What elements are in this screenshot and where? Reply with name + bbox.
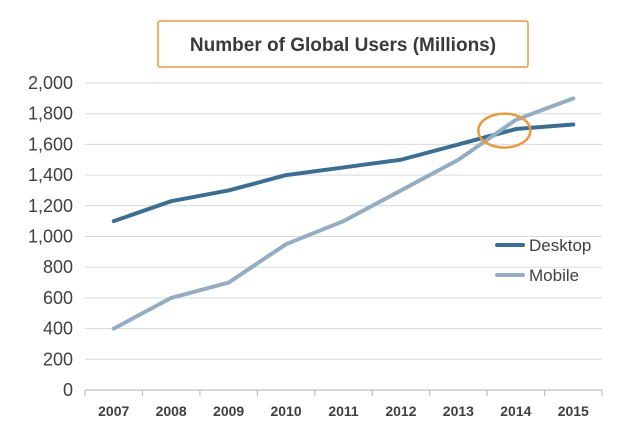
legend-label-desktop: Desktop — [529, 236, 591, 255]
y-tick-label: 400 — [43, 319, 73, 339]
y-axis-ticks: 0 200 400 600 800 1,000 1,200 1,400 1,600 1,800 2,… — [28, 73, 73, 400]
series-lines — [111, 96, 576, 331]
chart-title: Number of Global Users (Millions) — [190, 35, 496, 56]
x-tick-label: 2012 — [385, 403, 416, 419]
legend-label-mobile: Mobile — [529, 266, 579, 285]
x-tick-label: 2013 — [443, 403, 474, 419]
x-tick-label: 2009 — [213, 403, 244, 419]
x-tick-label: 2008 — [156, 403, 187, 419]
y-tick-label: 800 — [43, 257, 73, 277]
y-tick-label: 1,400 — [28, 165, 73, 185]
x-axis-ticks: 2007 2008 2009 2010 2011 2012 2013 2014 2015 — [84, 390, 603, 419]
y-tick-label: 2,000 — [28, 73, 73, 93]
x-tick-label: 2014 — [500, 403, 531, 419]
annotations — [477, 112, 532, 149]
x-tick-label: 2010 — [270, 403, 301, 419]
y-tick-label: 1,800 — [28, 104, 73, 124]
y-tick-label: 1,600 — [28, 134, 73, 154]
x-tick-label: 2015 — [558, 403, 589, 419]
series-line-mobile — [111, 96, 576, 331]
y-tick-label: 0 — [63, 380, 73, 400]
chart-title-group: Number of Global Users (Millions) — [157, 20, 529, 68]
y-tick-label: 1,200 — [28, 196, 73, 216]
highlight-circle — [477, 112, 532, 149]
y-tick-label: 600 — [43, 288, 73, 308]
legend: Desktop Mobile — [495, 236, 591, 285]
x-tick-label: 2011 — [328, 403, 359, 419]
y-tick-label: 200 — [43, 349, 73, 369]
series-line-desktop — [111, 122, 576, 224]
y-tick-label: 1,000 — [28, 227, 73, 247]
x-tick-label: 2007 — [98, 403, 129, 419]
chart-title-box — [157, 20, 529, 68]
